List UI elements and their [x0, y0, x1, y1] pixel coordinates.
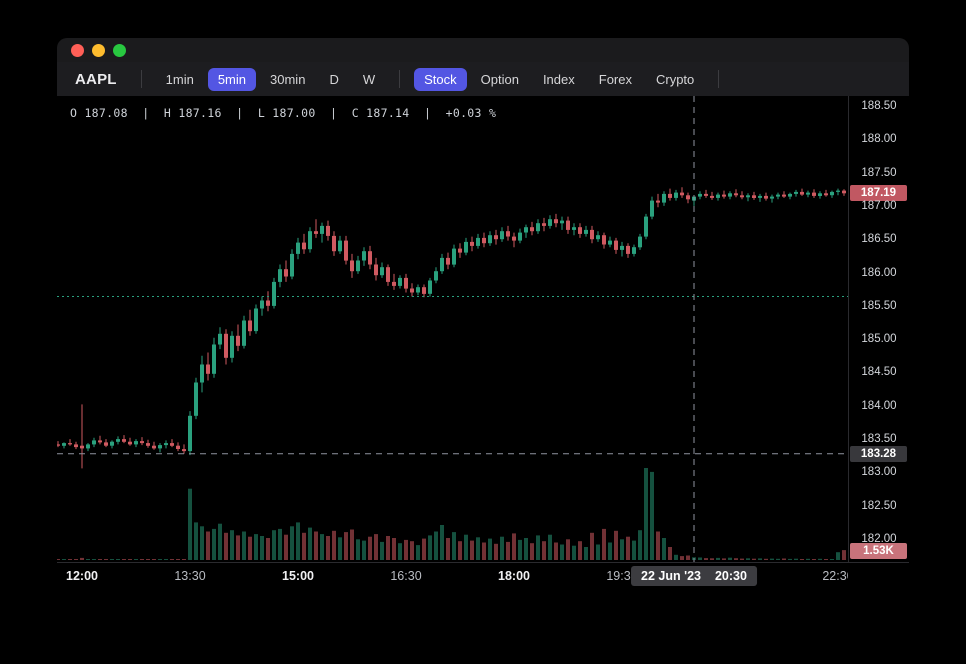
- time-tick-label: 13:30: [174, 569, 206, 583]
- price-tick-label: 185.00: [861, 333, 897, 346]
- chart-region: O 187.08 | H 187.16 | L 187.00 | C 187.1…: [57, 96, 909, 562]
- interval-button-5min[interactable]: 5min: [207, 67, 257, 91]
- price-tick-label: 184.00: [861, 399, 897, 412]
- market-tab-crypto[interactable]: Crypto: [646, 68, 704, 91]
- time-tick-label: 18:00: [498, 569, 530, 583]
- price-tick-label: 183.50: [861, 433, 897, 446]
- interval-button-30min[interactable]: 30min: [260, 68, 315, 91]
- close-button[interactable]: [71, 43, 84, 57]
- price-tick-label: 188.00: [861, 133, 897, 146]
- volume-badge: 1.53K: [850, 543, 907, 559]
- crosshair-price-badge: 183.28: [850, 445, 907, 462]
- symbol-label: AAPL: [75, 70, 117, 88]
- toolbar-divider: [140, 70, 142, 88]
- interval-button-1min[interactable]: 1min: [156, 68, 204, 91]
- time-tick-label: 12:00: [66, 569, 98, 583]
- price-tick-label: 183.00: [861, 466, 897, 479]
- price-tick-label: 186.50: [861, 233, 897, 246]
- price-tick-label: 182.00: [861, 532, 897, 545]
- time-tick-label: 16:30: [390, 569, 422, 583]
- last-price-badge: 187.19: [850, 185, 907, 202]
- market-tab-forex[interactable]: Forex: [589, 68, 642, 91]
- app-window: AAPL 1min 5min 30min D W Stock Option In…: [57, 38, 909, 590]
- candlestick-chart[interactable]: [57, 96, 848, 562]
- time-tick-label: 15:00: [282, 569, 314, 583]
- zoom-button[interactable]: [113, 43, 126, 57]
- toolbar-divider: [399, 70, 401, 88]
- crosshair-date-label: 22 Jun '23: [641, 569, 701, 583]
- time-tick-label: 19:30: [606, 569, 638, 583]
- price-tick-label: 182.50: [861, 499, 897, 512]
- interval-button-weekly[interactable]: W: [353, 68, 385, 91]
- interval-button-daily[interactable]: D: [319, 68, 348, 91]
- price-tick-label: 186.00: [861, 266, 897, 279]
- price-tick-label: 187.50: [861, 166, 897, 179]
- chart-plot[interactable]: O 187.08 | H 187.16 | L 187.00 | C 187.1…: [57, 96, 848, 562]
- price-tick-label: 184.50: [861, 366, 897, 379]
- titlebar: [57, 38, 909, 62]
- price-tick-label: 187.00: [861, 199, 897, 212]
- minimize-button[interactable]: [92, 43, 105, 57]
- traffic-lights: [71, 43, 126, 57]
- price-axis[interactable]: 187.19 183.28 1.53K 188.50 188.00 187.50 18…: [848, 96, 909, 562]
- price-tick-label: 188.50: [861, 100, 897, 112]
- market-tab-stock[interactable]: Stock: [414, 67, 467, 91]
- crosshair-time-label: 20:30: [714, 569, 747, 583]
- crosshair-time-tooltip: 22 Jun '23 20:30: [631, 566, 757, 586]
- toolbar-divider: [718, 70, 720, 88]
- time-tick-label: 22:30: [822, 569, 848, 583]
- price-tick-label: 185.50: [861, 299, 897, 312]
- toolbar: AAPL 1min 5min 30min D W Stock Option In…: [57, 62, 909, 96]
- market-tab-option[interactable]: Option: [471, 68, 529, 91]
- market-tab-index[interactable]: Index: [533, 68, 585, 91]
- time-axis[interactable]: 12:0013:3015:0016:3018:0019:3021:0022:30…: [57, 562, 909, 590]
- ohlc-readout: O 187.08 | H 187.16 | L 187.00 | C 187.1…: [70, 106, 497, 120]
